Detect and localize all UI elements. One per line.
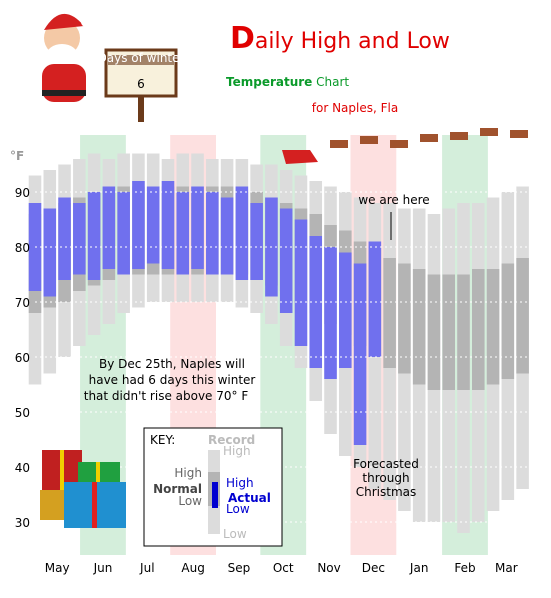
y-axis-label: °F <box>10 149 24 163</box>
key-label: Low <box>223 527 247 541</box>
x-tick-label: Nov <box>317 561 340 575</box>
range-bar <box>412 269 426 385</box>
title-line2: Temperature Chart <box>226 75 349 89</box>
title-text: aily High and Low <box>255 29 450 54</box>
title-bold: Temperature <box>226 75 312 89</box>
y-tick-label: 70 <box>15 296 30 310</box>
x-tick-label: Sep <box>228 561 251 575</box>
range-bar <box>43 208 57 297</box>
range-bar <box>427 274 441 390</box>
range-bar <box>368 241 382 357</box>
title-initial: D <box>230 21 255 56</box>
x-tick-label: Mar <box>495 561 518 575</box>
range-bar <box>501 263 515 379</box>
range-bar <box>73 203 86 275</box>
key-label: Record <box>208 433 255 447</box>
annotation: Forecasted <box>353 457 419 471</box>
sign-post <box>138 96 144 122</box>
key: KEY: Record High Low High Low Normal Hig… <box>143 427 283 547</box>
key-label: Low <box>226 502 250 516</box>
x-tick-label: Aug <box>181 561 204 575</box>
annotation: Christmas <box>356 485 417 499</box>
range-bar <box>398 263 411 374</box>
y-tick-label: 50 <box>15 406 30 420</box>
range-bar <box>176 192 190 275</box>
x-tick-label: Oct <box>273 561 294 575</box>
y-tick-label: 90 <box>15 186 30 200</box>
range-bar <box>353 263 367 445</box>
subtitle: for Naples, Fla <box>312 101 398 115</box>
title: Daily High and Low <box>230 21 450 56</box>
sign-caption-top: Days of winter <box>98 51 185 65</box>
range-bar <box>161 181 175 269</box>
range-bar <box>486 269 500 385</box>
key-swatch <box>212 482 218 508</box>
key-label: High <box>174 466 202 480</box>
x-tick-label: Jan <box>409 561 429 575</box>
x-tick-label: Feb <box>454 561 475 575</box>
range-bar <box>339 252 352 368</box>
range-bar <box>324 247 337 379</box>
range-bar <box>279 208 293 313</box>
key-label: High <box>226 476 254 490</box>
range-bar <box>102 186 116 269</box>
annotation: By Dec 25th, Naples will <box>99 357 245 371</box>
y-tick-label: 60 <box>15 351 30 365</box>
range-bar <box>117 192 130 275</box>
range-bar <box>250 203 263 280</box>
sign-band <box>108 55 174 65</box>
y-tick-label: 80 <box>15 241 30 255</box>
sign-count: 6 <box>137 77 145 91</box>
annotation: that didn't rise above 70° F <box>84 389 249 403</box>
range-bar <box>206 192 219 275</box>
annotation: we are here <box>358 193 429 207</box>
annotation: through <box>362 471 409 485</box>
range-bar <box>235 186 249 280</box>
y-tick-label: 30 <box>15 516 30 530</box>
range-bar <box>383 258 396 368</box>
range-bar <box>191 186 204 269</box>
range-bar <box>442 274 456 390</box>
key-title: KEY: <box>150 433 175 447</box>
range-bar <box>58 197 71 280</box>
range-bar <box>294 219 308 346</box>
x-tick-label: May <box>45 561 70 575</box>
plot <box>28 153 530 533</box>
santa <box>42 13 91 102</box>
range-bar <box>146 186 160 264</box>
x-tick-label: Dec <box>362 561 385 575</box>
range-bar <box>457 274 470 390</box>
key-label: Normal <box>153 482 202 496</box>
x-tick-label: Jul <box>139 561 154 575</box>
key-label: Low <box>178 494 202 508</box>
range-bar <box>220 197 234 275</box>
gifts <box>40 450 126 528</box>
key-label: Actual <box>228 491 271 505</box>
range-bar <box>87 192 101 280</box>
annotation: have had 6 days this winter <box>89 373 256 387</box>
x-tick-label: Jun <box>93 561 113 575</box>
range-bar <box>516 258 529 374</box>
range-bar <box>472 269 485 390</box>
range-bar <box>132 181 145 269</box>
title-text: Chart <box>312 75 349 89</box>
sleigh <box>282 128 528 164</box>
key-label: High <box>223 444 251 458</box>
y-tick-label: 40 <box>15 461 30 475</box>
